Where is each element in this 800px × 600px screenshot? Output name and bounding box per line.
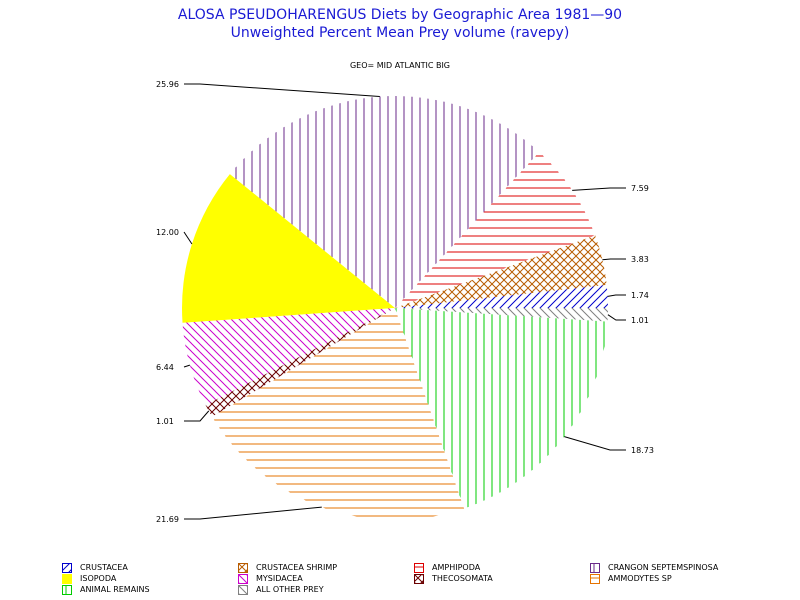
pie-slice-animal-remains bbox=[395, 308, 608, 509]
slice-value-label: 1.74 bbox=[631, 291, 649, 300]
pie-slice-mysidacea bbox=[182, 308, 395, 405]
legend-swatch-icon bbox=[62, 573, 72, 584]
legend-item: ANIMAL REMAINS bbox=[62, 584, 150, 595]
legend-label: ANIMAL REMAINS bbox=[80, 585, 150, 594]
legend-label: ALL OTHER PREY bbox=[256, 585, 324, 594]
legend-swatch-icon bbox=[238, 584, 248, 595]
pie-slice-crustacea-shrimp bbox=[395, 235, 607, 308]
legend-swatch-icon bbox=[62, 584, 72, 595]
legend-item: THECOSOMATA bbox=[414, 573, 493, 584]
pie-chart: 1.74 3.83 7.59 25.96 12.00 6.44 1.01 21.69 18.73… bbox=[156, 80, 654, 524]
legend-swatch-icon bbox=[590, 562, 600, 573]
legend-item: MYSIDACEA bbox=[238, 573, 303, 584]
slice-value-label: 21.69 bbox=[156, 515, 179, 524]
leader-line bbox=[572, 187, 626, 191]
legend-item: ISOPODA bbox=[62, 573, 116, 584]
legend-label: CRUSTACEA bbox=[80, 563, 128, 572]
pie-slice-thecosomata bbox=[205, 308, 395, 417]
pie-slice-crustacea bbox=[395, 284, 608, 308]
legend-swatch-icon bbox=[590, 573, 600, 584]
legend-swatch-icon bbox=[414, 562, 424, 573]
legend-label: MYSIDACEA bbox=[256, 574, 303, 583]
pie-slice-isopoda bbox=[182, 174, 395, 323]
leader-line bbox=[607, 314, 626, 321]
leader-line bbox=[184, 83, 380, 98]
legend-swatch-icon bbox=[238, 573, 248, 584]
slice-value-label: 18.73 bbox=[631, 446, 654, 455]
leader-line bbox=[183, 231, 193, 245]
legend-label: ISOPODA bbox=[80, 574, 117, 583]
legend-label: CRUSTACEA SHRIMP bbox=[256, 563, 338, 572]
pie-slice-crangon-septemspinosa bbox=[229, 96, 540, 308]
legend-item: AMMODYTES SP bbox=[590, 573, 672, 584]
leader-line bbox=[184, 410, 210, 422]
slice-value-label: 6.44 bbox=[156, 363, 174, 372]
legend-item: CRUSTACEA SHRIMP bbox=[238, 562, 337, 573]
legend-label: AMMODYTES SP bbox=[608, 574, 672, 583]
legend-item: AMPHIPODA bbox=[414, 562, 480, 573]
slice-value-label: 7.59 bbox=[631, 184, 649, 193]
slice-value-label: 3.83 bbox=[631, 255, 649, 264]
leader-line bbox=[607, 294, 626, 297]
legend-item: CRUSTACEA bbox=[62, 562, 128, 573]
leader-line bbox=[184, 506, 322, 520]
leader-line bbox=[564, 436, 626, 451]
title-line-1: ALOSA PSEUDOHARENGUS Diets by Geographic… bbox=[177, 7, 623, 23]
legend-label: AMPHIPODA bbox=[432, 563, 481, 572]
pie-slice-amphipoda bbox=[395, 152, 596, 308]
slice-value-label: 12.00 bbox=[156, 228, 179, 237]
chart-title: ALOSA PSEUDOHARENGUS Diets by Geographic… bbox=[0, 6, 800, 42]
pie-slice-all-other-prey bbox=[395, 308, 608, 322]
legend-label: THECOSOMATA bbox=[432, 574, 493, 583]
slice-value-label: 25.96 bbox=[156, 80, 179, 89]
legend-item: CRANGON SEPTEMSPINOSA bbox=[590, 562, 718, 573]
leader-line bbox=[602, 258, 626, 261]
slice-value-label: 1.01 bbox=[156, 417, 174, 426]
geo-label: GEO= MID ATLANTIC BIG bbox=[349, 61, 451, 70]
legend-swatch-icon bbox=[62, 562, 72, 573]
slice-value-label: 1.01 bbox=[631, 316, 649, 325]
pie-slice-ammodytes-sp bbox=[212, 308, 465, 521]
leader-line bbox=[183, 364, 191, 368]
title-line-2: Unweighted Percent Mean Prey volume (rav… bbox=[230, 25, 570, 41]
legend-item: ALL OTHER PREY bbox=[238, 584, 324, 595]
legend-label: CRANGON SEPTEMSPINOSA bbox=[608, 563, 719, 572]
legend-swatch-icon bbox=[414, 573, 424, 584]
legend-swatch-icon bbox=[238, 562, 248, 573]
